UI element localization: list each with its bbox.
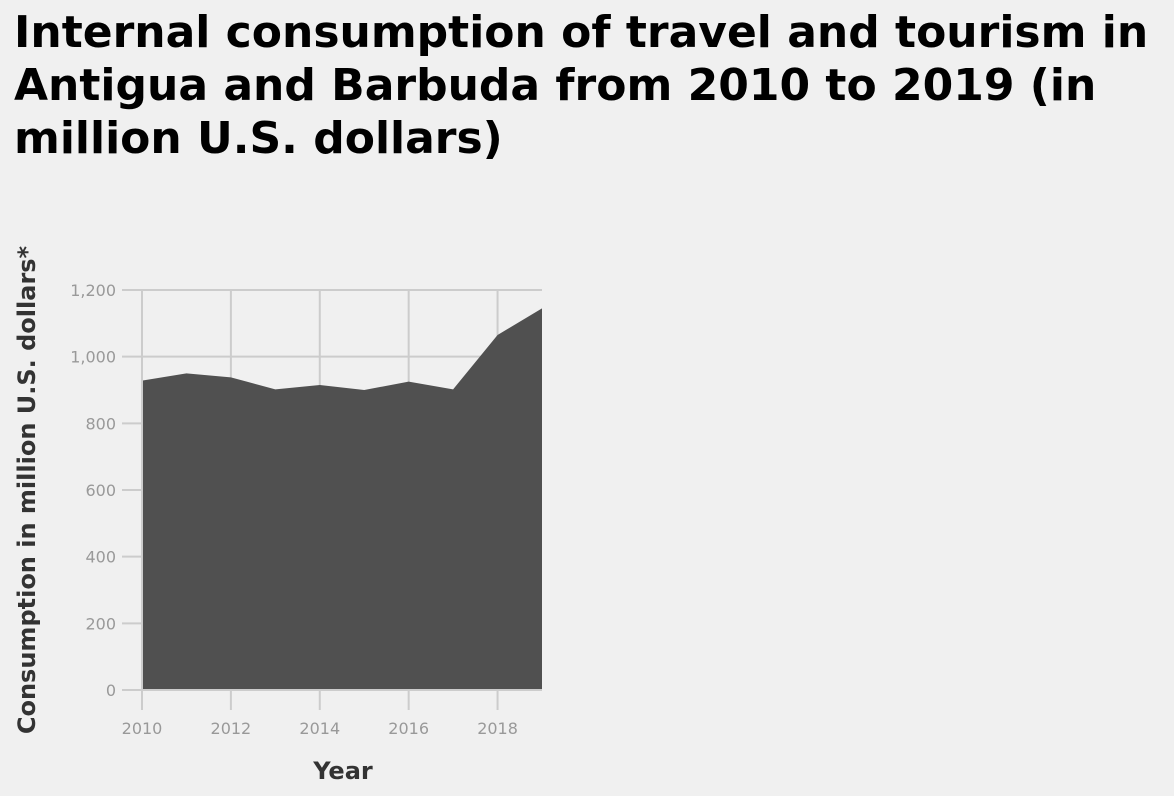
y-tick-label: 0 <box>106 681 116 700</box>
consumption-area <box>142 308 542 690</box>
x-tick-label: 2012 <box>211 719 252 738</box>
y-tick-label: 1,200 <box>70 281 116 300</box>
y-tick-label: 800 <box>85 414 116 433</box>
y-tick-label: 400 <box>85 548 116 567</box>
y-tick-label: 200 <box>85 614 116 633</box>
x-tick-label: 2018 <box>477 719 518 738</box>
y-tick-label: 1,000 <box>70 348 116 367</box>
x-tick-label: 2010 <box>122 719 163 738</box>
x-tick-label: 2014 <box>299 719 340 738</box>
axes <box>122 289 542 710</box>
tick-labels: 0 200 400 600 800 1,000 1,200 2010 2012 2014 2016 2… <box>70 281 518 738</box>
y-tick-label: 600 <box>85 481 116 500</box>
x-tick-label: 2016 <box>388 719 429 738</box>
y-axis-title: Consumption in million U.S. dollars* <box>13 245 41 734</box>
chart-title: Internal consumption of travel and touri… <box>14 7 1149 164</box>
plot-area <box>142 308 542 690</box>
x-axis-title: Year <box>312 757 373 785</box>
